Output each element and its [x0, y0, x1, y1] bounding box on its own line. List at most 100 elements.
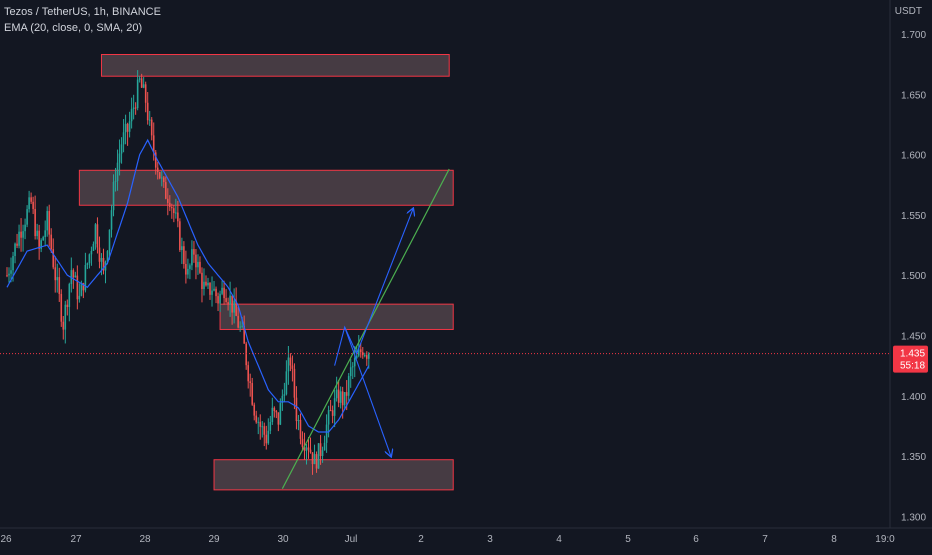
- candle-body[interactable]: [323, 442, 326, 451]
- candle-body[interactable]: [128, 121, 131, 132]
- candle-body[interactable]: [223, 287, 225, 299]
- candle-body[interactable]: [329, 410, 332, 412]
- candle-body[interactable]: [40, 240, 42, 249]
- candle-body[interactable]: [209, 282, 211, 295]
- candle-body[interactable]: [319, 443, 322, 457]
- candle-body[interactable]: [273, 407, 276, 411]
- candle-body[interactable]: [239, 326, 241, 328]
- candle-body[interactable]: [122, 132, 125, 145]
- candle-body[interactable]: [102, 257, 105, 271]
- candle-body[interactable]: [225, 298, 227, 303]
- candle-body[interactable]: [247, 365, 249, 382]
- candle-body[interactable]: [349, 367, 352, 377]
- projection-arrow-up[interactable]: [334, 209, 413, 366]
- candle-body[interactable]: [82, 283, 85, 291]
- candle-body[interactable]: [78, 295, 81, 300]
- candle-body[interactable]: [96, 224, 99, 248]
- candle-body[interactable]: [355, 355, 358, 359]
- candle-body[interactable]: [203, 281, 205, 290]
- candle-body[interactable]: [227, 302, 229, 305]
- candle-body[interactable]: [233, 300, 235, 313]
- candle-body[interactable]: [130, 108, 133, 122]
- candle-body[interactable]: [335, 389, 338, 399]
- candle-body[interactable]: [100, 257, 103, 262]
- candle-body[interactable]: [24, 224, 26, 232]
- candle-body[interactable]: [283, 394, 286, 396]
- candle-body[interactable]: [10, 270, 12, 274]
- candle-body[interactable]: [160, 177, 163, 179]
- resistance-zone-1[interactable]: [100, 54, 450, 77]
- candle-body[interactable]: [341, 391, 344, 406]
- resistance-zone-2[interactable]: [78, 169, 454, 206]
- candle-body[interactable]: [173, 208, 175, 214]
- candle-body[interactable]: [116, 162, 119, 181]
- candle-body[interactable]: [181, 246, 183, 251]
- candle-body[interactable]: [179, 221, 181, 251]
- candle-body[interactable]: [142, 84, 145, 88]
- candle-body[interactable]: [12, 256, 14, 271]
- candle-body[interactable]: [357, 349, 360, 356]
- candle-body[interactable]: [301, 438, 304, 447]
- candle-body[interactable]: [36, 230, 38, 237]
- candle-body[interactable]: [249, 381, 252, 384]
- ema-line[interactable]: [6, 138, 370, 433]
- candle-body[interactable]: [183, 246, 185, 264]
- candle-body[interactable]: [28, 197, 30, 210]
- candle-body[interactable]: [48, 211, 51, 235]
- candle-body[interactable]: [321, 450, 324, 457]
- candle-body[interactable]: [211, 290, 213, 295]
- candle-body[interactable]: [333, 398, 336, 416]
- candle-body[interactable]: [255, 415, 258, 423]
- candle-body[interactable]: [42, 237, 44, 241]
- candle-body[interactable]: [32, 201, 34, 209]
- candle-body[interactable]: [325, 424, 328, 443]
- candle-body[interactable]: [80, 283, 83, 296]
- candle-body[interactable]: [267, 430, 270, 444]
- candle-body[interactable]: [144, 84, 147, 103]
- candle-body[interactable]: [22, 231, 24, 238]
- candle-body[interactable]: [197, 261, 199, 268]
- candle-body[interactable]: [351, 366, 354, 368]
- candle-body[interactable]: [185, 263, 187, 275]
- candle-body[interactable]: [337, 389, 340, 403]
- candle-body[interactable]: [64, 304, 67, 330]
- candle-body[interactable]: [368, 353, 370, 359]
- candle-body[interactable]: [14, 243, 16, 257]
- candle-body[interactable]: [56, 277, 59, 281]
- candle-body[interactable]: [339, 391, 342, 403]
- candle-body[interactable]: [237, 315, 239, 328]
- candle-body[interactable]: [140, 78, 143, 88]
- candle-body[interactable]: [307, 447, 310, 450]
- symbol-title[interactable]: Tezos / TetherUS, 1h, BINANCE: [4, 6, 161, 18]
- candle-body[interactable]: [162, 177, 165, 183]
- candle-body[interactable]: [124, 123, 127, 133]
- candle-body[interactable]: [313, 454, 316, 465]
- candle-body[interactable]: [293, 368, 296, 398]
- candle-body[interactable]: [311, 452, 314, 465]
- candle-body[interactable]: [243, 325, 245, 344]
- candle-body[interactable]: [112, 181, 115, 211]
- candle-body[interactable]: [136, 79, 139, 109]
- candle-body[interactable]: [241, 325, 243, 327]
- candle-body[interactable]: [62, 321, 65, 330]
- candle-body[interactable]: [217, 296, 219, 304]
- candle-body[interactable]: [171, 207, 173, 209]
- resistance-zone-3[interactable]: [219, 303, 454, 330]
- candle-body[interactable]: [74, 275, 77, 278]
- candle-body[interactable]: [291, 365, 294, 369]
- candle-body[interactable]: [66, 304, 69, 308]
- candle-body[interactable]: [154, 152, 157, 168]
- candle-body[interactable]: [193, 249, 195, 255]
- candle-body[interactable]: [345, 392, 348, 396]
- candle-body[interactable]: [251, 383, 254, 405]
- candle-body[interactable]: [187, 268, 189, 275]
- candle-body[interactable]: [235, 300, 237, 316]
- candle-body[interactable]: [295, 397, 298, 422]
- candle-body[interactable]: [327, 410, 330, 425]
- candle-body[interactable]: [132, 107, 135, 109]
- candle-body[interactable]: [110, 210, 113, 230]
- candle-body[interactable]: [263, 426, 266, 435]
- candle-body[interactable]: [164, 182, 167, 199]
- candle-body[interactable]: [331, 410, 334, 416]
